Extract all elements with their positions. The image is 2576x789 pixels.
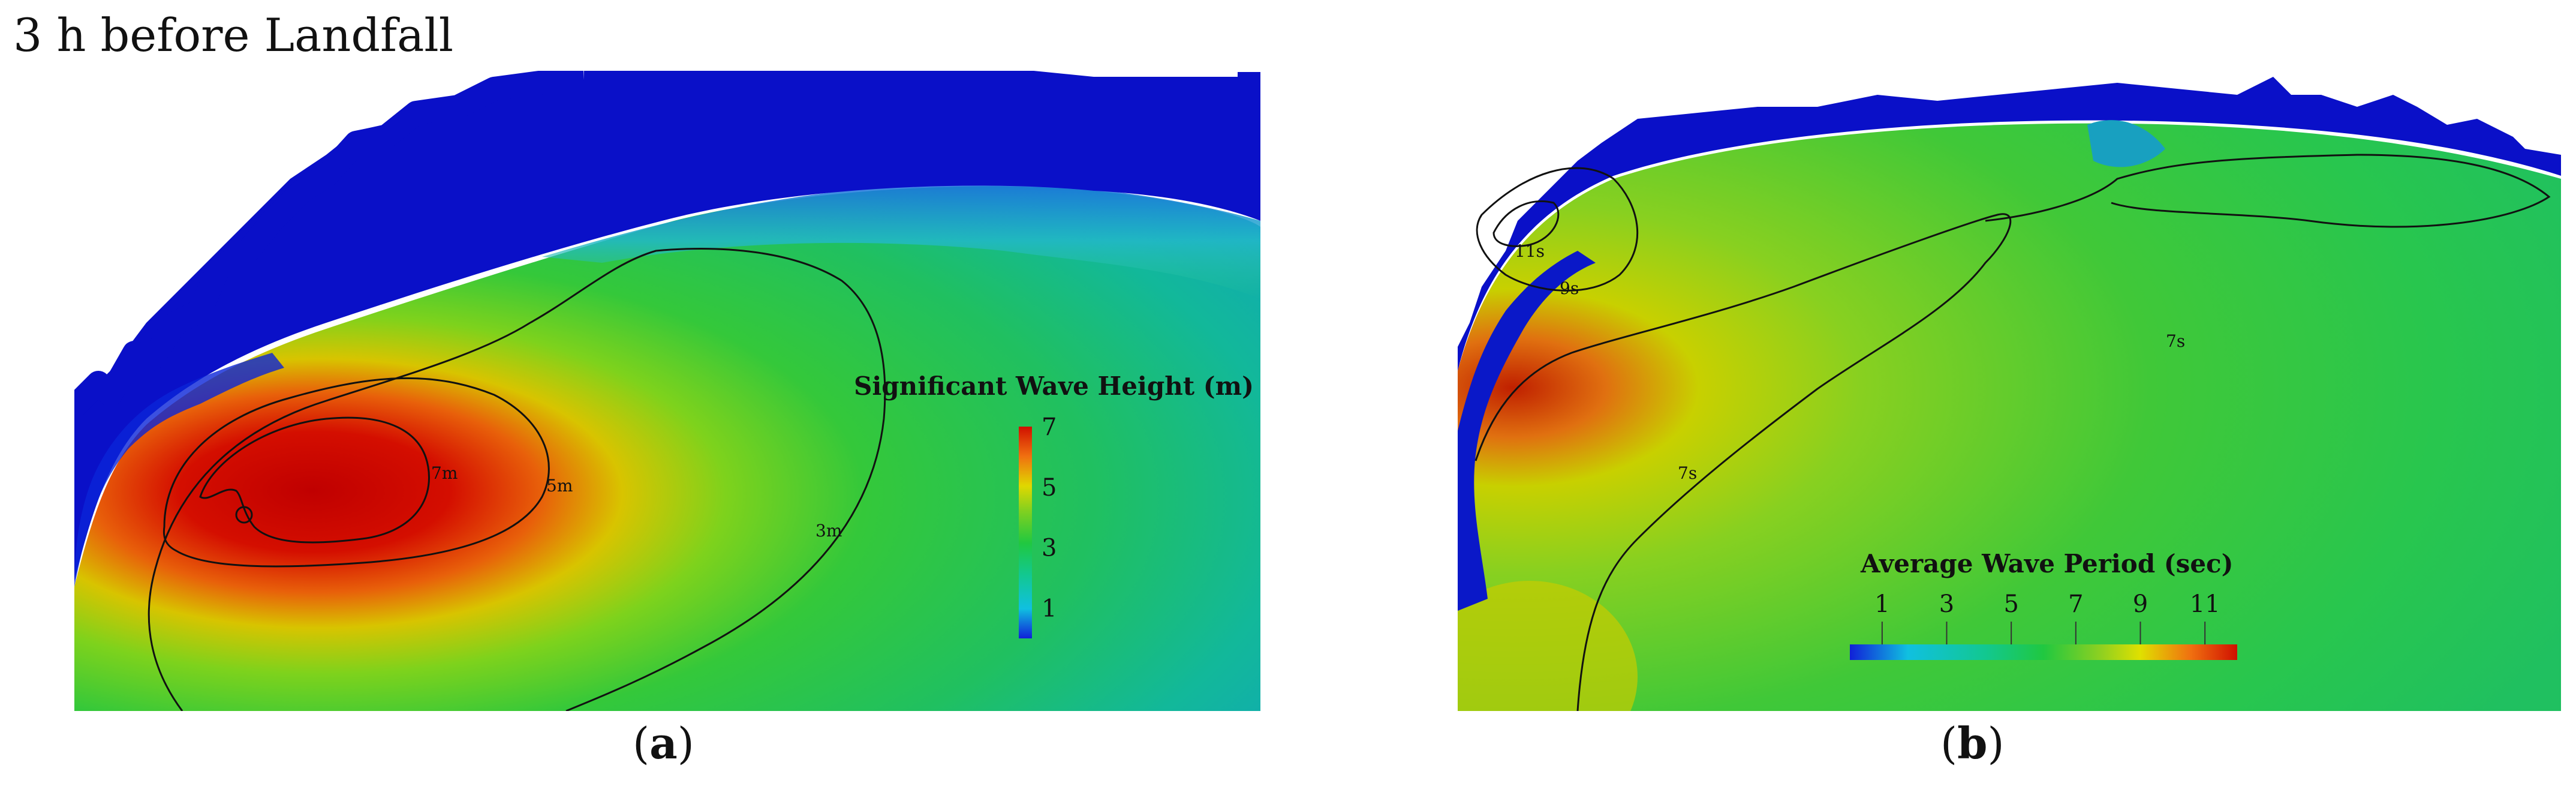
legend-colorbar-b [1850,644,2237,660]
panel-b-map: 11s 9s 7s 7s Average Wave Period (sec) 1… [1458,71,2561,711]
contour-5m [162,377,550,568]
legend-title-b: Average Wave Period (sec) [1860,549,2234,578]
legend-ticks-a: 7 5 3 1 [1042,413,1057,623]
contour-7m [199,416,430,544]
nearshore-band [542,183,1260,299]
contour-7s-west [1474,213,2012,711]
legend-tick-a: 5 [1042,474,1057,502]
contour-label-7s-b: 7s [2166,331,2185,351]
coast-detail [74,353,284,587]
contour-9s [1476,167,1639,292]
offmap-top [74,71,1260,407]
contour-7s-east [1985,154,2551,228]
contour-3m [148,248,886,711]
figure-title: 3 h before Landfall [13,8,454,62]
wave-period-map: 11s 9s 7s 7s Average Wave Period (sec) 1… [1458,71,2561,711]
panel-a-map: 7m 5m 3m Significant Wave Height (m) 7 5 3… [74,71,1260,711]
legend-tick-b: 11 [2190,590,2220,618]
legend-tick-b: 7 [2068,590,2083,618]
ocean-field-b [1458,123,2561,711]
yellow-patch [1458,581,1638,711]
coastline-land [74,71,1260,581]
land-fringe [74,71,585,416]
legend-tick-a: 7 [1042,413,1057,441]
legend-title-a: Significant Wave Height (m) [854,371,1254,401]
wave-height-map: 7m 5m 3m Significant Wave Height (m) 7 5 3… [74,71,1260,711]
coastline-land-b [1458,71,2561,371]
legend-ticks-b: 1 3 5 7 9 11 [1874,590,2220,644]
contour-label-5m: 5m [546,476,573,496]
legend-tick-b: 5 [2003,590,2018,618]
legend-tick-a: 3 [1042,535,1057,562]
ocean-field [74,186,1260,711]
legend-tick-b: 1 [1874,590,1889,618]
legend-colorbar-a [1019,427,1032,638]
bay-shallow [2087,120,2165,167]
legend-tick-b: 9 [2133,590,2148,618]
coast-strip-b [1458,251,1596,611]
contour-label-7m: 7m [431,463,458,483]
panel-label-b: (b) [1940,718,2005,769]
legend-tick-a: 1 [1042,595,1057,623]
contour-label-9s: 9s [1560,278,1579,298]
contour-7m-small [235,506,253,524]
contour-label-7s-a: 7s [1678,463,1697,483]
legend-tick-b: 3 [1939,590,1954,618]
contour-label-11s: 11s [1515,241,1545,261]
contour-11s [1492,200,1560,247]
offmap-top-b [1458,71,2561,347]
contour-label-3m: 3m [815,521,842,541]
panel-label-a: (a) [633,718,694,769]
